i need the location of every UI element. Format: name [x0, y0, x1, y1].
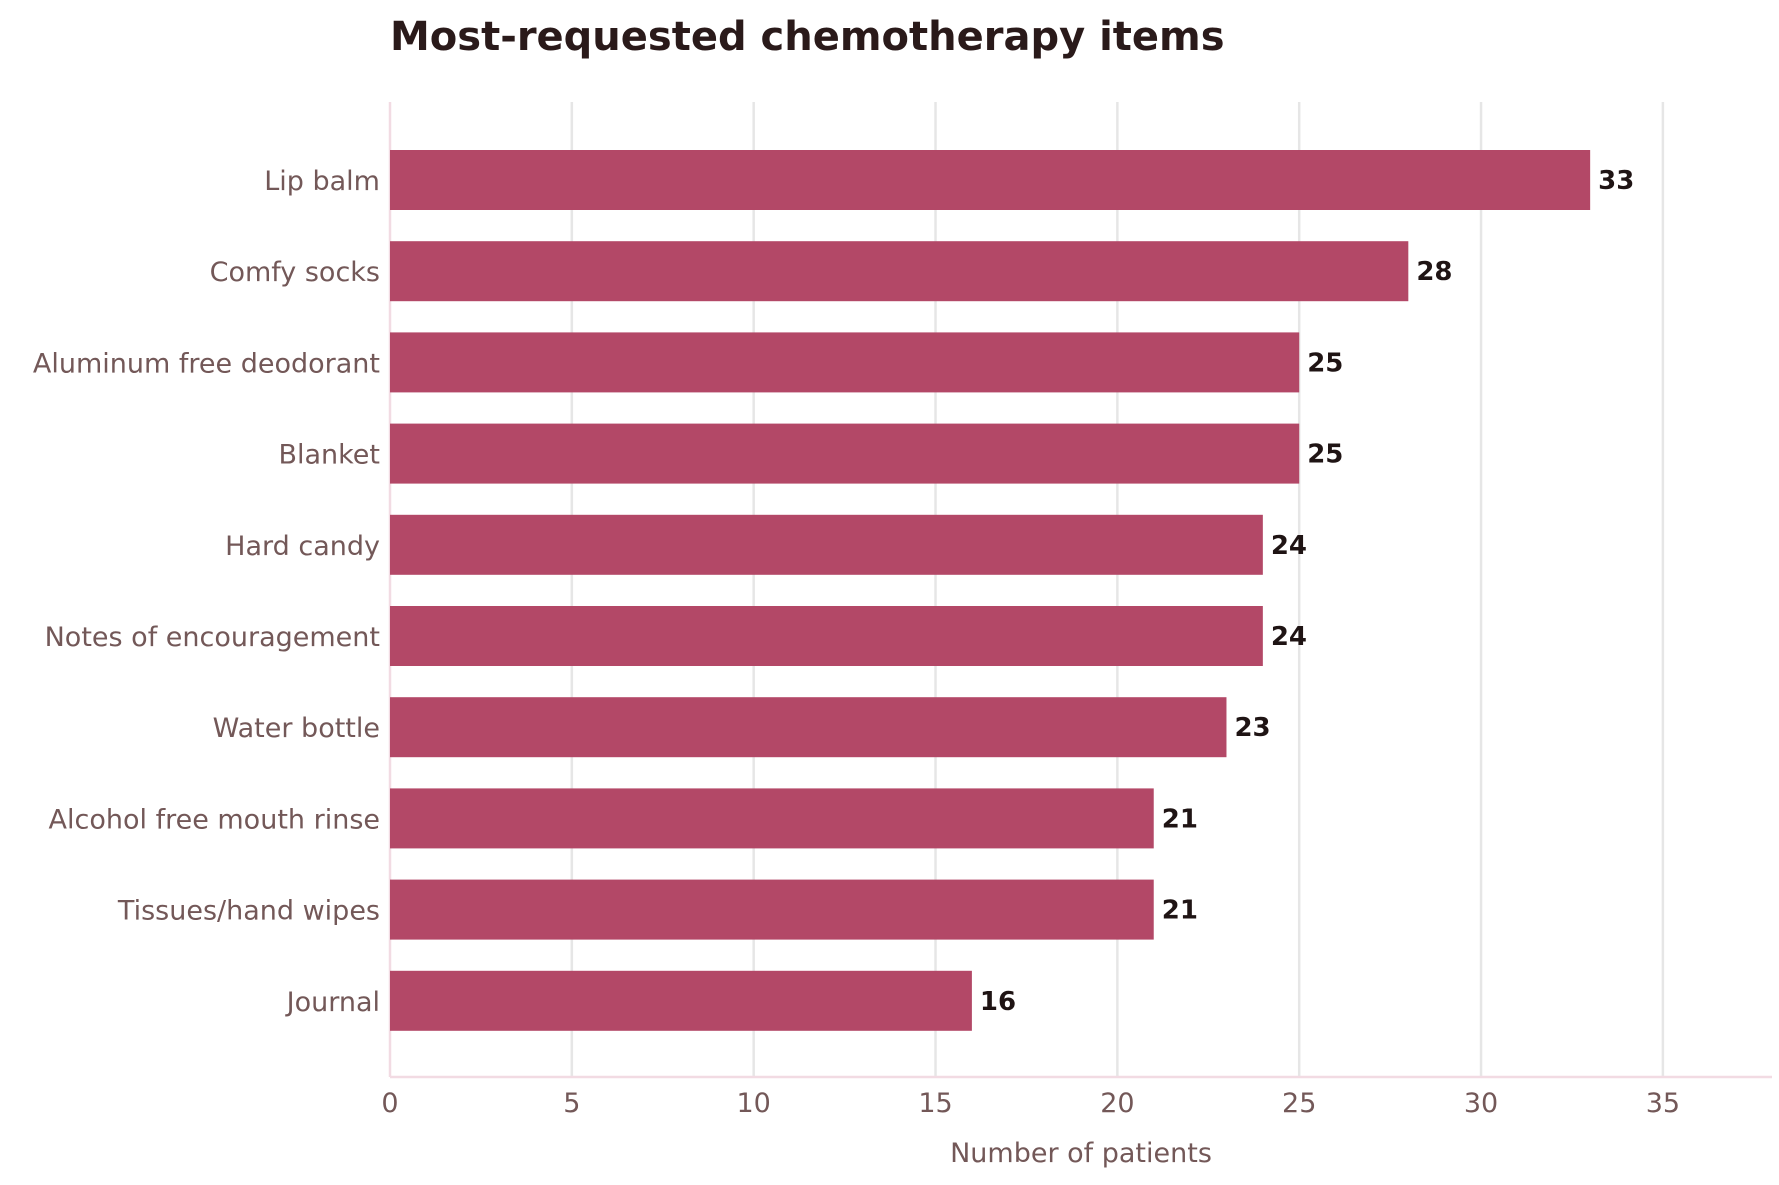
category-label: Blanket [278, 440, 380, 471]
bar [390, 514, 1263, 575]
bar [390, 970, 972, 1031]
bar [390, 606, 1263, 666]
value-label: 16 [980, 987, 1016, 1017]
value-label: 23 [1234, 713, 1270, 743]
bar [390, 150, 1591, 210]
value-label: 24 [1271, 622, 1307, 652]
x-tick-label: 35 [1646, 1088, 1680, 1119]
x-tick-label: 10 [737, 1088, 771, 1119]
category-label: Aluminum free deodorant [33, 348, 380, 379]
value-label: 33 [1598, 166, 1634, 196]
value-label: 25 [1307, 440, 1343, 470]
category-label: Comfy socks [210, 257, 380, 288]
category-label: Lip balm [264, 166, 380, 197]
category-label: Hard candy [225, 531, 380, 562]
value-label: 28 [1416, 257, 1452, 287]
value-label: 21 [1162, 804, 1198, 834]
x-tick-label: 25 [1282, 1088, 1316, 1119]
value-label: 24 [1271, 531, 1307, 561]
bars [390, 150, 1591, 1031]
x-tick-label: 20 [1100, 1088, 1134, 1119]
x-axis-title: Number of patients [950, 1138, 1212, 1169]
category-label: Journal [285, 987, 380, 1018]
bar [390, 697, 1227, 758]
category-label: Tissues/hand wipes [117, 896, 380, 927]
category-label: Water bottle [213, 713, 380, 744]
labels: 0 5 10 15 20 25 30 35 Lip balm 33 Comfy socks 28 Alu… [33, 166, 1680, 1119]
bar [390, 423, 1300, 484]
chart-title: Most-requested chemotherapy items [390, 14, 1225, 60]
category-label: Alcohol free mouth rinse [49, 804, 380, 835]
x-tick-label: 30 [1464, 1088, 1498, 1119]
value-label: 21 [1162, 896, 1198, 926]
x-tick-label: 15 [918, 1088, 952, 1119]
x-tick-label: 0 [381, 1088, 398, 1119]
category-label: Notes of encouragement [45, 622, 380, 653]
value-label: 25 [1307, 348, 1343, 378]
bar [390, 241, 1409, 302]
bar [390, 332, 1300, 393]
bar [390, 879, 1154, 940]
bar [390, 788, 1154, 849]
x-tick-label: 5 [563, 1088, 580, 1119]
